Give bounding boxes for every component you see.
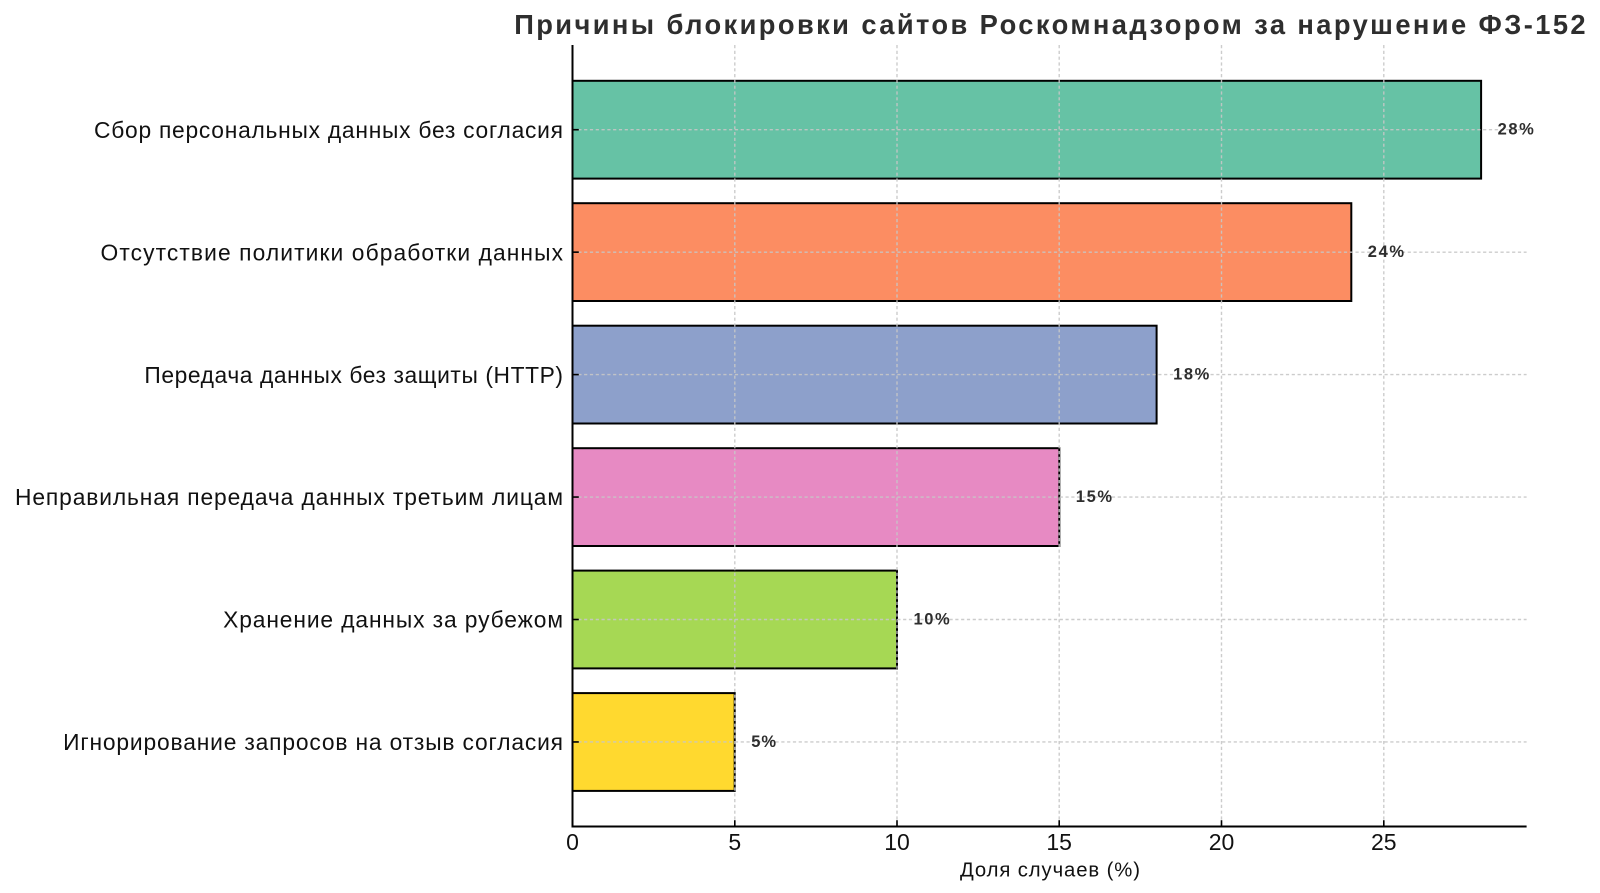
svg-text:18%: 18%: [1173, 366, 1210, 384]
svg-text:Неправильная передача данных т: Неправильная передача данных третьим лиц…: [15, 484, 563, 510]
svg-text:15: 15: [1046, 829, 1072, 855]
svg-text:0: 0: [566, 829, 579, 855]
svg-text:Передача данных без защиты (HT: Передача данных без защиты (HTTP): [144, 362, 563, 388]
svg-text:Игнорирование запросов на отзы: Игнорирование запросов на отзыв согласия: [63, 729, 563, 755]
svg-text:Хранение данных за рубежом: Хранение данных за рубежом: [223, 607, 563, 633]
svg-text:10: 10: [884, 829, 910, 855]
svg-text:25: 25: [1371, 829, 1397, 855]
svg-text:Сбор персональных данных без с: Сбор персональных данных без согласия: [94, 117, 563, 143]
svg-text:28%: 28%: [1498, 121, 1535, 139]
svg-text:10%: 10%: [914, 610, 951, 628]
svg-text:20: 20: [1209, 829, 1235, 855]
svg-text:24%: 24%: [1368, 243, 1405, 261]
svg-text:5: 5: [728, 829, 741, 855]
svg-text:Доля случаев (%): Доля случаев (%): [960, 859, 1140, 881]
svg-text:Отсутствие политики обработки: Отсутствие политики обработки данных: [101, 239, 564, 265]
svg-text:5%: 5%: [751, 733, 776, 751]
svg-text:15%: 15%: [1076, 488, 1113, 506]
